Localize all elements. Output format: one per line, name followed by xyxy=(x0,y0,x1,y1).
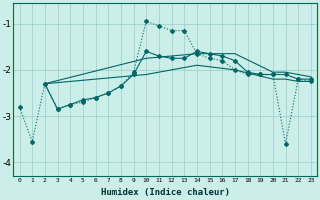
X-axis label: Humidex (Indice chaleur): Humidex (Indice chaleur) xyxy=(101,188,230,197)
